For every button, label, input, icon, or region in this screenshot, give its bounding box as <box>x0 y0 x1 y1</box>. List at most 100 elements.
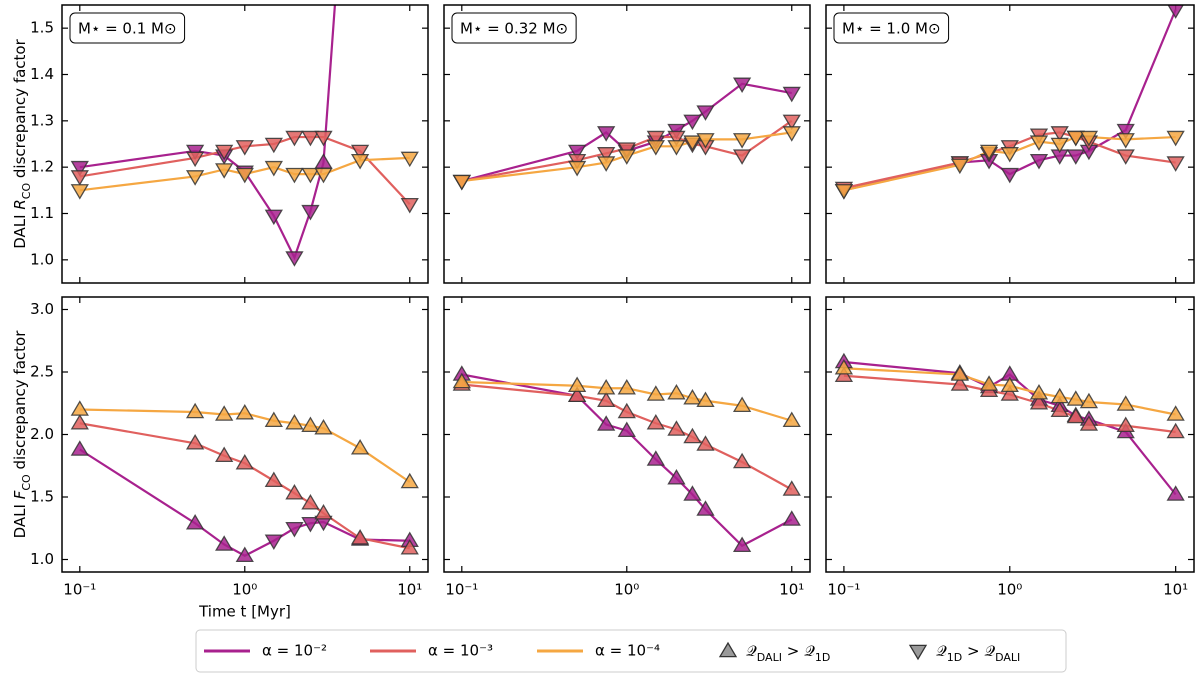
marker <box>950 158 969 175</box>
marker <box>567 386 587 403</box>
marker <box>834 366 854 383</box>
legend-label: α = 10⁻³ <box>428 642 493 660</box>
marker <box>617 149 636 165</box>
x-tick-label: 10⁻¹ <box>445 581 478 599</box>
plot-area <box>834 352 1185 501</box>
marker <box>215 144 234 161</box>
marker <box>667 383 686 400</box>
marker <box>185 170 205 186</box>
marker <box>732 133 752 149</box>
frame <box>825 296 1195 573</box>
annotation: M⋆ = 0.1 M⊙ <box>78 20 177 38</box>
marker <box>683 135 702 151</box>
y-tick-label: 1.0 <box>30 250 54 268</box>
marker <box>667 468 686 485</box>
annotation: M⋆ = 1.0 M⊙ <box>842 20 941 38</box>
label-part: CO <box>20 183 33 200</box>
marker <box>732 452 752 469</box>
series-line <box>461 373 793 548</box>
marker <box>70 160 89 177</box>
label-part: CO <box>20 474 33 491</box>
marker <box>1116 395 1135 411</box>
y-tick-label: 1.5 <box>30 19 54 37</box>
marker <box>1066 130 1085 147</box>
marker <box>1050 401 1069 418</box>
marker <box>732 77 752 94</box>
y-tick-label: 1.5 <box>30 488 54 506</box>
x-tick-label: 10¹ <box>397 581 422 599</box>
marker <box>301 493 320 510</box>
frame <box>443 296 811 573</box>
marker <box>70 170 89 186</box>
marker <box>215 446 234 463</box>
marker <box>597 126 616 142</box>
label-part: discrepancy factor <box>11 38 29 182</box>
marker <box>301 416 320 433</box>
label-part: 𝒬 <box>746 642 757 660</box>
y-tick-label: 2.0 <box>30 425 54 443</box>
marker <box>1166 422 1185 439</box>
x-tick-label: 10⁰ <box>997 581 1022 599</box>
marker <box>264 534 283 551</box>
marker <box>696 391 715 408</box>
marker <box>1050 387 1069 404</box>
marker <box>70 400 89 416</box>
marker <box>301 517 320 533</box>
marker <box>1079 130 1099 147</box>
marker <box>597 391 616 408</box>
marker <box>70 184 89 200</box>
plot-area <box>834 5 1185 200</box>
marker <box>264 160 283 177</box>
series-line <box>79 408 411 483</box>
marker <box>301 204 320 221</box>
marker <box>70 413 89 430</box>
series-line <box>79 422 410 550</box>
marker <box>314 503 333 520</box>
marker <box>264 471 283 488</box>
marker <box>1000 376 1019 393</box>
x-axis-label: Time t [Myr] <box>198 603 291 621</box>
marker <box>950 375 969 391</box>
plot-area <box>70 5 419 267</box>
marker <box>400 197 419 214</box>
marker <box>617 421 636 438</box>
label: 𝒬1D > 𝒬DALI <box>936 642 1020 664</box>
marker <box>782 510 801 526</box>
marker <box>683 388 702 405</box>
series-line <box>461 82 792 183</box>
series-line <box>79 448 410 557</box>
marker <box>264 411 283 428</box>
y-tick-label: 1.2 <box>30 158 54 176</box>
marker <box>1000 147 1019 163</box>
marker <box>1166 130 1185 147</box>
marker <box>215 163 234 179</box>
marker <box>1166 485 1185 501</box>
frame <box>61 296 429 573</box>
marker <box>834 184 854 200</box>
marker <box>1000 385 1019 401</box>
legend-box <box>195 629 1067 673</box>
marker <box>235 403 254 420</box>
marker <box>667 130 686 147</box>
marker <box>1116 149 1135 165</box>
marker <box>314 418 333 435</box>
plot-area <box>70 400 419 562</box>
marker <box>979 144 999 161</box>
marker <box>646 140 665 156</box>
marker <box>185 151 205 168</box>
label-part: R <box>11 199 29 209</box>
marker <box>185 402 205 419</box>
series-line <box>461 131 792 183</box>
y-tick-label: 1.0 <box>30 550 54 568</box>
marker <box>567 160 587 177</box>
marker <box>1050 137 1069 154</box>
marker <box>314 167 333 184</box>
x-tick-label: 10⁻¹ <box>63 581 96 599</box>
marker <box>301 167 320 184</box>
label-part: DALI <box>11 210 29 249</box>
marker <box>617 378 636 395</box>
series-line <box>843 9 1177 192</box>
marker <box>215 535 234 551</box>
marker <box>834 358 854 375</box>
